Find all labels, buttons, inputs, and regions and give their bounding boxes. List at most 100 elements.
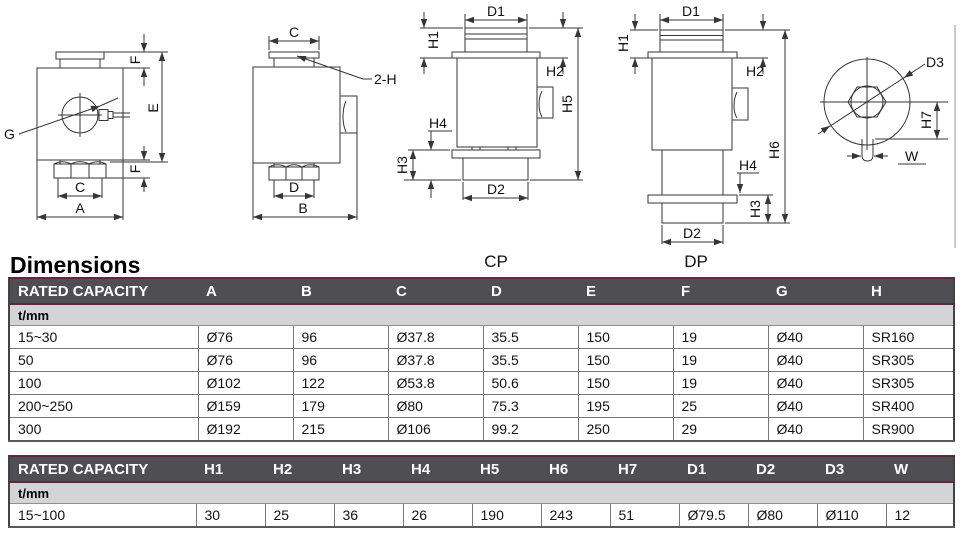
table-cell: 36 <box>333 503 404 528</box>
table-cell: 29 <box>672 417 769 442</box>
table-cell: 100 <box>9 371 199 395</box>
table-cell: 26 <box>402 503 473 528</box>
column-header: D3 <box>817 455 886 483</box>
table2-unit-row: t/mm <box>9 481 954 504</box>
dimensions-heading: Dimensions <box>10 252 141 278</box>
table-cell: 150 <box>577 325 674 349</box>
table-cell: Ø40 <box>767 417 864 442</box>
table-cell: 50 <box>9 348 199 372</box>
column-header: E <box>578 277 673 305</box>
table-row: 100 Ø102 122 Ø53.8 50.6 150 19 Ø40 SR305 <box>9 371 954 395</box>
dp-view-drawing: D1 H1 H2 H6 H4 H3 <box>615 3 790 271</box>
table-cell: Ø110 <box>816 503 887 528</box>
table-row: 15~30 Ø76 96 Ø37.8 35.5 150 19 Ø40 SR160 <box>9 325 954 349</box>
table-cell: Ø106 <box>387 417 484 442</box>
table-cell: Ø40 <box>767 325 864 349</box>
column-header: D <box>483 277 578 305</box>
column-header: W <box>886 455 954 483</box>
table-cell: Ø37.8 <box>387 325 484 349</box>
table-cell: 35.5 <box>482 325 579 349</box>
table-row: 200~250 Ø159 179 Ø80 75.3 195 25 Ø40 SR4… <box>9 394 954 418</box>
table-cell: 50.6 <box>482 371 579 395</box>
table-cell: 19 <box>672 371 769 395</box>
table-cell: Ø40 <box>767 394 864 418</box>
cp-caption: CP <box>484 252 508 271</box>
dp-caption: DP <box>684 252 708 271</box>
dim-label-c-front: C <box>75 179 85 195</box>
table-cell: Ø37.8 <box>387 348 484 372</box>
table-cell: Ø80 <box>747 503 818 528</box>
column-header: C <box>388 277 483 305</box>
table-cell: 195 <box>577 394 674 418</box>
table-row: 15~100 30 25 36 26 190 243 51 Ø79.5 Ø80 … <box>9 503 954 528</box>
table-cell: 243 <box>540 503 611 528</box>
column-header: H3 <box>334 455 403 483</box>
table-cell: Ø40 <box>767 371 864 395</box>
cp-view-drawing: D1 H1 H2 H5 H3 H4 <box>394 3 583 271</box>
table-cell: Ø192 <box>197 417 294 442</box>
table-cell: 35.5 <box>482 348 579 372</box>
column-header: D1 <box>679 455 748 483</box>
dim-label-h2-dp: H2 <box>746 63 764 79</box>
table-cell: 96 <box>292 348 389 372</box>
table-cell: Ø76 <box>197 348 294 372</box>
table-cell: SR400 <box>862 394 954 418</box>
dim-label-c-side: C <box>289 24 299 40</box>
dim-label-d1-dp: D1 <box>682 3 700 19</box>
table-cell: 75.3 <box>482 394 579 418</box>
table-cell: 150 <box>577 348 674 372</box>
dim-label-d1-cp: D1 <box>487 3 505 19</box>
table-cell: 150 <box>577 371 674 395</box>
table-cell: 15~30 <box>9 325 199 349</box>
column-header: G <box>768 277 863 305</box>
front-view-drawing: G F E F C A <box>4 34 168 221</box>
dim-label-h5: H5 <box>559 95 575 113</box>
column-header: H5 <box>472 455 541 483</box>
table-cell: Ø80 <box>387 394 484 418</box>
dim-label-h3-cp: H3 <box>394 156 410 174</box>
table-cell: 122 <box>292 371 389 395</box>
table1-header-row: RATED CAPACITY A B C D E F G H <box>9 277 954 305</box>
unit-cell: t/mm <box>9 481 954 504</box>
column-header: H1 <box>196 455 265 483</box>
dim-label-h2-cp: H2 <box>546 63 564 79</box>
table-cell: SR900 <box>862 417 954 442</box>
table-cell: 190 <box>471 503 542 528</box>
column-header: F <box>673 277 768 305</box>
table-row: 300 Ø192 215 Ø106 99.2 250 29 Ø40 SR900 <box>9 417 954 442</box>
table-cell: 25 <box>672 394 769 418</box>
dim-label-b: B <box>298 200 307 216</box>
dim-label-d3: D3 <box>926 54 944 70</box>
unit-cell: t/mm <box>9 303 954 326</box>
dim-label-f-top: F <box>127 56 143 65</box>
column-header: A <box>198 277 293 305</box>
column-header: H <box>863 277 954 305</box>
column-header: H7 <box>610 455 679 483</box>
table-cell: 12 <box>885 503 954 528</box>
column-header: H6 <box>541 455 610 483</box>
column-header: B <box>293 277 388 305</box>
table-cell: 19 <box>672 325 769 349</box>
table1-unit-row: t/mm <box>9 303 954 326</box>
dim-label-a: A <box>75 200 85 216</box>
table-cell: 179 <box>292 394 389 418</box>
table-cell: 200~250 <box>9 394 199 418</box>
table-cell: 19 <box>672 348 769 372</box>
dim-label-h6: H6 <box>766 141 782 159</box>
table-cell: Ø79.5 <box>678 503 749 528</box>
dim-label-d: D <box>289 179 299 195</box>
dim-label-w: W <box>905 148 919 164</box>
table-cell: 30 <box>195 503 266 528</box>
table-cell: Ø76 <box>197 325 294 349</box>
column-header: H4 <box>403 455 472 483</box>
dimensions-table-1: RATED CAPACITY A B C D E F G H t/mm 15~3… <box>8 277 955 442</box>
top-view-drawing: D3 H7 W <box>817 54 948 165</box>
column-header: RATED CAPACITY <box>9 277 198 305</box>
dim-label-d2-cp: D2 <box>487 181 505 197</box>
table-cell: 96 <box>292 325 389 349</box>
table-cell: SR305 <box>862 348 954 372</box>
technical-drawings: G F E F C A <box>4 3 956 271</box>
table-cell: Ø40 <box>767 348 864 372</box>
dimensions-table-2: RATED CAPACITY H1 H2 H3 H4 H5 H6 H7 D1 D… <box>8 455 955 528</box>
